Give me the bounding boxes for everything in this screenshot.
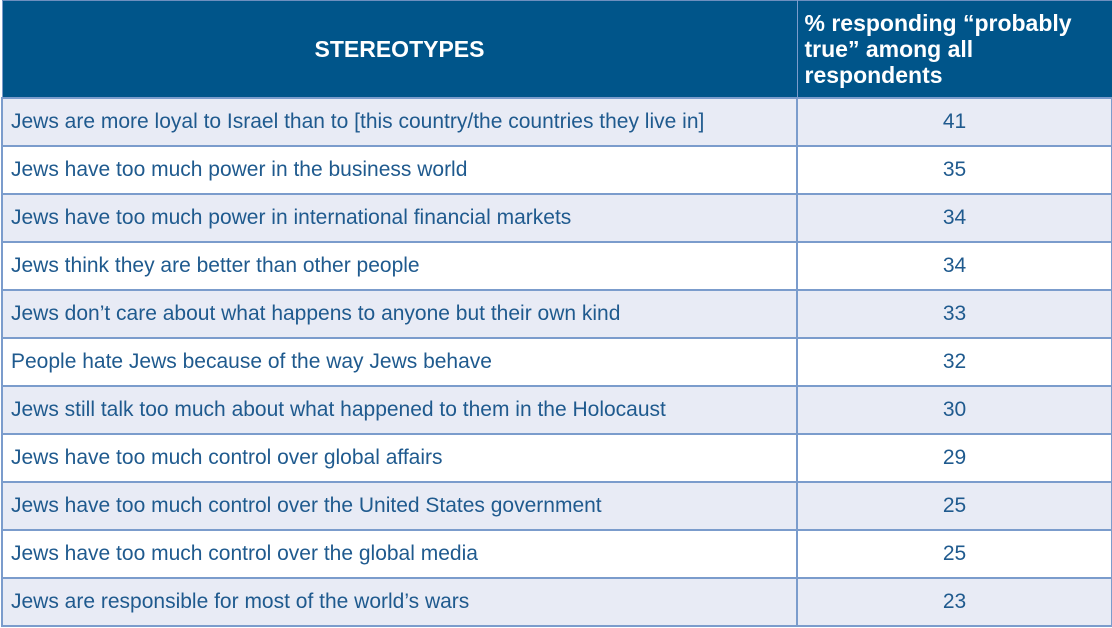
table-row: Jews still talk too much about what happ… — [1, 385, 1112, 435]
header-row: STEREOTYPES % responding “probably true”… — [1, 0, 1112, 99]
percent-cell: 25 — [796, 529, 1112, 579]
statement-cell: Jews have too much control over the glob… — [1, 529, 798, 579]
statement-cell: Jews think they are better than other pe… — [1, 241, 798, 291]
statement-cell: Jews are responsible for most of the wor… — [1, 577, 798, 627]
percent-cell: 35 — [796, 145, 1112, 195]
statement-cell: Jews have too much power in the business… — [1, 145, 798, 195]
percent-cell: 25 — [796, 481, 1112, 531]
statement-cell: People hate Jews because of the way Jews… — [1, 337, 798, 387]
table-row: Jews have too much power in internationa… — [1, 193, 1112, 243]
percent-cell: 32 — [796, 337, 1112, 387]
header-percent: % responding “probably true” among all r… — [796, 0, 1112, 99]
statement-cell: Jews have too much control over global a… — [1, 433, 798, 483]
table-row: Jews have too much control over global a… — [1, 433, 1112, 483]
table-row: Jews are more loyal to Israel than to [t… — [1, 97, 1112, 147]
statement-cell: Jews still talk too much about what happ… — [1, 385, 798, 435]
table-row: Jews have too much power in the business… — [1, 145, 1112, 195]
percent-cell: 33 — [796, 289, 1112, 339]
percent-cell: 34 — [796, 241, 1112, 291]
header-stereotypes: STEREOTYPES — [1, 0, 798, 99]
table-row: Jews have too much control over the Unit… — [1, 481, 1112, 531]
table-row: Jews think they are better than other pe… — [1, 241, 1112, 291]
percent-cell: 41 — [796, 97, 1112, 147]
percent-cell: 29 — [796, 433, 1112, 483]
table-row: Jews have too much control over the glob… — [1, 529, 1112, 579]
table-row: Jews don’t care about what happens to an… — [1, 289, 1112, 339]
statement-cell: Jews don’t care about what happens to an… — [1, 289, 798, 339]
table-row: People hate Jews because of the way Jews… — [1, 337, 1112, 387]
statement-cell: Jews have too much power in internationa… — [1, 193, 798, 243]
statement-cell: Jews are more loyal to Israel than to [t… — [1, 97, 798, 147]
table-row: Jews are responsible for most of the wor… — [1, 577, 1112, 627]
percent-cell: 34 — [796, 193, 1112, 243]
statement-cell: Jews have too much control over the Unit… — [1, 481, 798, 531]
percent-cell: 23 — [796, 577, 1112, 627]
percent-cell: 30 — [796, 385, 1112, 435]
